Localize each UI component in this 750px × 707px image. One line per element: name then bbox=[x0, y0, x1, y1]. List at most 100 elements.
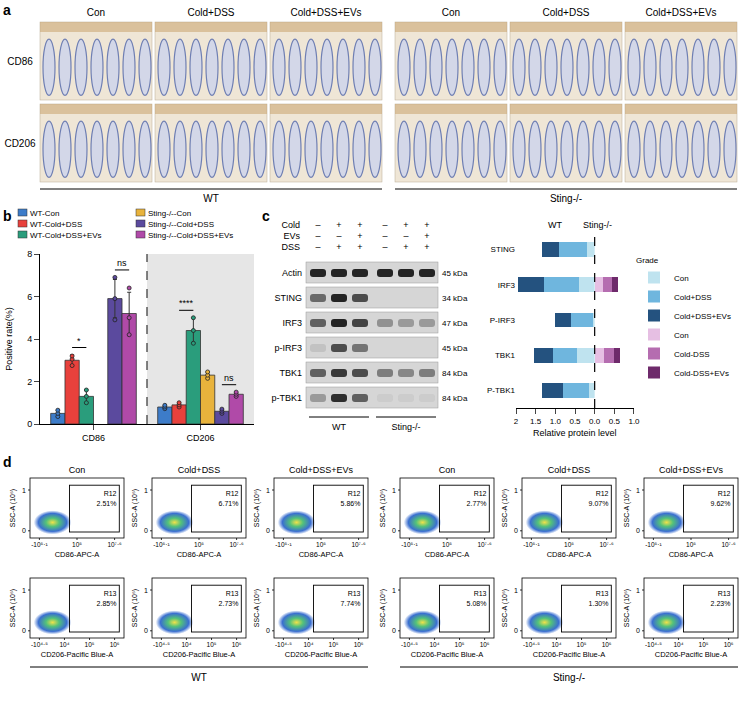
svg-text:10⁶: 10⁶ bbox=[480, 641, 490, 648]
svg-text:SSC-A (10⁶): SSC-A (10⁶) bbox=[501, 589, 509, 627]
svg-text:ns: ns bbox=[224, 373, 234, 383]
svg-text:10⁵: 10⁵ bbox=[72, 541, 82, 548]
svg-text:P-IRF3: P-IRF3 bbox=[490, 316, 516, 325]
svg-text:-10⁴·⁵: -10⁴·⁵ bbox=[645, 641, 662, 648]
svg-text:SSC-A (10⁶): SSC-A (10⁶) bbox=[623, 589, 631, 627]
svg-text:1: 1 bbox=[266, 487, 270, 494]
svg-text:Con: Con bbox=[674, 331, 689, 340]
svg-text:Sting-/-: Sting-/- bbox=[391, 422, 420, 432]
svg-text:1.0: 1.0 bbox=[628, 417, 640, 426]
svg-text:–: – bbox=[336, 231, 341, 241]
svg-text:-10⁵·¹: -10⁵·¹ bbox=[275, 541, 292, 548]
svg-text:1: 1 bbox=[636, 487, 640, 494]
svg-text:–: – bbox=[382, 231, 387, 241]
svg-text:1: 1 bbox=[514, 587, 518, 594]
svg-text:10⁶: 10⁶ bbox=[724, 641, 734, 648]
svg-text:WT-Con: WT-Con bbox=[30, 209, 59, 218]
svg-text:p-IRF3: p-IRF3 bbox=[274, 343, 302, 353]
svg-text:CD86: CD86 bbox=[82, 433, 105, 443]
svg-text:Con: Con bbox=[442, 7, 460, 18]
svg-text:Sting-/--Cold+DSS: Sting-/--Cold+DSS bbox=[148, 220, 214, 229]
svg-text:45 kDa: 45 kDa bbox=[442, 344, 468, 353]
svg-text:Cold-DSS+EVs: Cold-DSS+EVs bbox=[674, 369, 729, 378]
svg-text:0: 0 bbox=[266, 627, 270, 634]
svg-text:WT: WT bbox=[191, 672, 207, 683]
svg-text:+: + bbox=[357, 220, 362, 230]
svg-text:-10⁴·⁵: -10⁴·⁵ bbox=[153, 641, 170, 648]
svg-text:0: 0 bbox=[392, 627, 396, 634]
svg-text:CD86: CD86 bbox=[7, 56, 33, 67]
svg-text:Con: Con bbox=[439, 465, 456, 475]
svg-text:5.86%: 5.86% bbox=[341, 500, 361, 507]
svg-text:10⁵: 10⁵ bbox=[194, 541, 204, 548]
svg-text:Cold+DSS: Cold+DSS bbox=[188, 7, 235, 18]
svg-text:CD206-Pacific Blue-A: CD206-Pacific Blue-A bbox=[655, 650, 728, 659]
svg-text:2.51%: 2.51% bbox=[97, 500, 117, 507]
svg-text:Cold+DSS: Cold+DSS bbox=[543, 7, 590, 18]
svg-text:10⁴: 10⁴ bbox=[551, 641, 561, 648]
svg-text:1: 1 bbox=[22, 587, 26, 594]
svg-text:-10⁴·⁵: -10⁴·⁵ bbox=[31, 641, 48, 648]
svg-text:10⁷·⁶: 10⁷·⁶ bbox=[107, 541, 122, 548]
svg-text:WT: WT bbox=[332, 422, 346, 432]
svg-text:10⁵: 10⁵ bbox=[316, 541, 326, 548]
svg-text:R12: R12 bbox=[226, 490, 239, 497]
svg-text:2.23%: 2.23% bbox=[711, 600, 731, 607]
svg-text:4: 4 bbox=[27, 334, 32, 344]
svg-text:Cold+DSS+EVs: Cold+DSS+EVs bbox=[289, 465, 354, 475]
svg-text:2: 2 bbox=[27, 377, 32, 387]
svg-text:10⁶: 10⁶ bbox=[110, 641, 120, 648]
svg-text:7.74%: 7.74% bbox=[341, 600, 361, 607]
svg-text:-10⁵·¹: -10⁵·¹ bbox=[401, 541, 418, 548]
svg-text:1: 1 bbox=[144, 487, 148, 494]
svg-text:TBK1: TBK1 bbox=[279, 368, 302, 378]
svg-text:Cold+DSS+EVs: Cold+DSS+EVs bbox=[674, 312, 731, 321]
svg-text:+: + bbox=[424, 242, 429, 252]
svg-text:Cold: Cold bbox=[281, 220, 300, 230]
svg-text:Sting-/--Con: Sting-/--Con bbox=[148, 209, 191, 218]
svg-text:10⁷·⁶: 10⁷·⁶ bbox=[477, 541, 492, 548]
svg-text:R13: R13 bbox=[226, 590, 239, 597]
svg-text:SSC-A (10⁶): SSC-A (10⁶) bbox=[379, 489, 387, 527]
svg-text:WT: WT bbox=[548, 220, 562, 230]
svg-text:10⁵: 10⁵ bbox=[85, 641, 95, 648]
svg-text:1.0: 1.0 bbox=[550, 417, 562, 426]
svg-text:5.08%: 5.08% bbox=[467, 600, 487, 607]
svg-text:R13: R13 bbox=[104, 590, 117, 597]
svg-text:+: + bbox=[403, 220, 408, 230]
svg-text:1: 1 bbox=[144, 587, 148, 594]
svg-text:0: 0 bbox=[636, 627, 640, 634]
svg-text:10⁵: 10⁵ bbox=[329, 641, 339, 648]
svg-text:34 kDa: 34 kDa bbox=[442, 294, 468, 303]
svg-text:-10⁵·¹: -10⁵·¹ bbox=[645, 541, 662, 548]
svg-text:10⁴: 10⁴ bbox=[673, 641, 683, 648]
svg-text:10⁶: 10⁶ bbox=[354, 641, 364, 648]
svg-text:10⁷·⁶: 10⁷·⁶ bbox=[351, 541, 366, 548]
svg-text:EVs: EVs bbox=[283, 231, 300, 241]
svg-text:10⁴: 10⁴ bbox=[429, 641, 439, 648]
svg-text:SSC-A (10⁶): SSC-A (10⁶) bbox=[253, 489, 261, 527]
svg-text:b: b bbox=[3, 208, 12, 224]
svg-text:Con: Con bbox=[69, 465, 86, 475]
svg-text:45 kDa: 45 kDa bbox=[442, 269, 468, 278]
svg-text:10⁴: 10⁴ bbox=[181, 641, 191, 648]
svg-text:R13: R13 bbox=[348, 590, 361, 597]
svg-text:IRF3: IRF3 bbox=[498, 281, 516, 290]
svg-text:SSC-A (10⁶): SSC-A (10⁶) bbox=[131, 489, 139, 527]
svg-text:R12: R12 bbox=[474, 490, 487, 497]
svg-text:d: d bbox=[3, 454, 12, 470]
svg-text:SSC-A (10⁶): SSC-A (10⁶) bbox=[9, 489, 17, 527]
svg-text:Relative protein level: Relative protein level bbox=[533, 428, 617, 438]
svg-text:0: 0 bbox=[392, 527, 396, 534]
svg-text:c: c bbox=[262, 208, 270, 224]
svg-text:R13: R13 bbox=[474, 590, 487, 597]
svg-text:Sting-/-: Sting-/- bbox=[550, 193, 582, 204]
svg-text:+: + bbox=[424, 231, 429, 241]
svg-text:1.30%: 1.30% bbox=[589, 600, 609, 607]
svg-text:0: 0 bbox=[144, 627, 148, 634]
svg-text:Sting-/--Cold+DSS+EVs: Sting-/--Cold+DSS+EVs bbox=[148, 231, 233, 240]
svg-text:CD206-Pacific Blue-A: CD206-Pacific Blue-A bbox=[285, 650, 358, 659]
svg-text:Positive rate(%): Positive rate(%) bbox=[4, 307, 14, 371]
svg-text:CD86-APC-A: CD86-APC-A bbox=[177, 550, 222, 559]
svg-text:CD86-APC-A: CD86-APC-A bbox=[425, 550, 470, 559]
